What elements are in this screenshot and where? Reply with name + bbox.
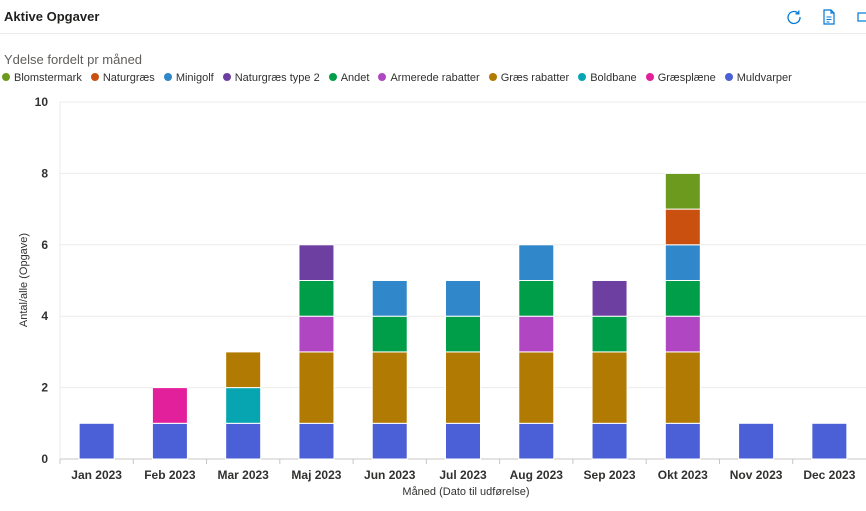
- y-tick-label: 8: [41, 166, 48, 180]
- bar-segment[interactable]: [445, 280, 481, 317]
- bar-segment[interactable]: [591, 351, 628, 424]
- y-tick-label: 0: [41, 452, 48, 466]
- bar-segment[interactable]: [664, 208, 701, 246]
- bar-segment[interactable]: [298, 351, 335, 424]
- legend-item[interactable]: Naturgræs: [90, 72, 155, 84]
- x-tick-label: Feb 2023: [144, 468, 196, 482]
- y-axis-ticks: 0 2 4 6 8 10: [35, 95, 49, 466]
- legend-label: Blomstermark: [14, 72, 82, 84]
- x-tick-label: Okt 2023: [658, 468, 708, 482]
- bar-segment[interactable]: [591, 280, 628, 317]
- bar-segment[interactable]: [445, 315, 481, 353]
- legend-item[interactable]: Armerede rabatter: [378, 72, 480, 84]
- bar-segment[interactable]: [664, 244, 701, 282]
- bar-segment[interactable]: [225, 351, 262, 389]
- bar-segment[interactable]: [518, 244, 555, 282]
- chart-legend: Blomstermark Naturgræs Minigolf Naturgræs t…: [2, 72, 801, 88]
- bar-segment[interactable]: [371, 351, 408, 424]
- bar-segment[interactable]: [151, 422, 188, 460]
- bar-segment[interactable]: [591, 315, 628, 353]
- legend-item[interactable]: Naturgræs type 2: [222, 72, 320, 84]
- bar-segment[interactable]: [371, 422, 408, 460]
- y-tick-label: 6: [41, 238, 48, 252]
- bar-segment[interactable]: [664, 172, 701, 210]
- legend-swatch: [328, 73, 337, 81]
- legend-item[interactable]: Græsplæne: [645, 72, 716, 84]
- bar-segment[interactable]: [518, 351, 555, 424]
- legend-label: Boldbane: [590, 72, 637, 84]
- x-tick-label: Jul 2023: [439, 468, 487, 482]
- x-tick-label: Aug 2023: [510, 468, 564, 482]
- bar-segment[interactable]: [298, 280, 335, 317]
- bar-segment[interactable]: [225, 422, 262, 460]
- legend-swatch: [378, 73, 387, 81]
- legend-item[interactable]: Minigolf: [163, 72, 214, 84]
- legend-label: Muldvarper: [736, 72, 792, 84]
- bar-segment[interactable]: [445, 422, 481, 460]
- legend-label: Andet: [340, 72, 370, 84]
- bar-segment[interactable]: [78, 422, 115, 460]
- bar-segment[interactable]: [298, 244, 335, 282]
- legend-swatch: [2, 73, 10, 81]
- stacked-bar-chart: 0 2 4 6 8 10 Jan 2023 Feb 2023 Mar 2023 Maj 2023…: [18, 95, 866, 498]
- bar-segment[interactable]: [664, 315, 701, 353]
- bar-segment[interactable]: [371, 280, 408, 317]
- x-tick-label: Nov 2023: [730, 468, 783, 482]
- bar-segment[interactable]: [445, 351, 481, 424]
- bar-segment[interactable]: [518, 315, 555, 353]
- legend-item[interactable]: Andet: [328, 72, 370, 84]
- bar-segment[interactable]: [371, 315, 408, 353]
- bar-segment[interactable]: [664, 280, 701, 317]
- legend-item[interactable]: Boldbane: [578, 72, 637, 84]
- legend-swatch: [578, 73, 587, 81]
- bar-segment[interactable]: [298, 422, 335, 460]
- refresh-icon[interactable]: [785, 8, 803, 26]
- bar-segment[interactable]: [664, 351, 701, 424]
- bar-segment[interactable]: [738, 422, 775, 460]
- legend-item[interactable]: Græs rabatter: [488, 72, 570, 84]
- expand-icon[interactable]: [855, 8, 866, 26]
- y-tick-label: 2: [41, 381, 48, 395]
- x-axis-ticks: Jan 2023 Feb 2023 Mar 2023 Maj 2023 Jun 2023…: [59, 459, 856, 482]
- y-tick-label: 10: [35, 95, 49, 109]
- bar-segment[interactable]: [151, 387, 188, 424]
- legend-swatch: [645, 73, 654, 81]
- chart-title: Ydelse fordelt pr måned: [4, 52, 143, 67]
- legend-label: Græs rabatter: [500, 72, 570, 84]
- y-axis-label: Antal/alle (Opgave): [18, 233, 30, 327]
- x-axis-label: Måned (Dato til udførelse): [402, 486, 529, 498]
- bar-segment[interactable]: [664, 422, 701, 460]
- legend-label: Minigolf: [175, 72, 214, 84]
- card-title: Aktive Opgaver: [4, 9, 100, 24]
- legend-swatch: [90, 73, 99, 81]
- legend-item[interactable]: Muldvarper: [724, 72, 792, 84]
- legend-item[interactable]: Blomstermark: [2, 72, 82, 84]
- x-tick-label: Maj 2023: [291, 468, 341, 482]
- legend-label: Naturgræs type 2: [234, 72, 320, 84]
- x-tick-label: Mar 2023: [217, 468, 269, 482]
- x-tick-label: Dec 2023: [803, 468, 855, 482]
- legend-swatch: [222, 73, 231, 81]
- bar-segment[interactable]: [225, 387, 262, 424]
- bars: [78, 172, 848, 460]
- x-tick-label: Sep 2023: [584, 468, 636, 482]
- bar-segment[interactable]: [591, 422, 628, 460]
- bar-segment[interactable]: [811, 422, 848, 460]
- bar-segment[interactable]: [298, 315, 335, 353]
- y-tick-label: 4: [41, 309, 48, 323]
- export-document-icon[interactable]: [820, 8, 838, 26]
- legend-label: Armerede rabatter: [390, 72, 480, 84]
- legend-label: Græsplæne: [657, 72, 716, 84]
- bar-segment[interactable]: [518, 280, 555, 317]
- legend-swatch: [724, 73, 733, 81]
- card-header: Aktive Opgaver: [0, 0, 866, 34]
- legend-label: Naturgræs: [102, 72, 155, 84]
- legend-swatch: [488, 73, 497, 81]
- bar-segment[interactable]: [518, 422, 555, 460]
- x-tick-label: Jan 2023: [71, 468, 122, 482]
- legend-swatch: [163, 73, 172, 81]
- x-tick-label: Jun 2023: [364, 468, 416, 482]
